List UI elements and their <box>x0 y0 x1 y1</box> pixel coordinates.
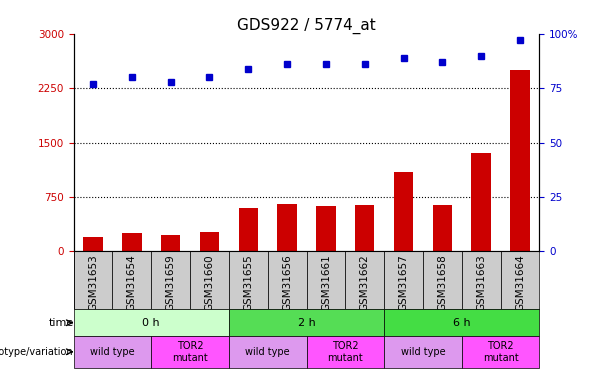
Title: GDS922 / 5774_at: GDS922 / 5774_at <box>237 18 376 34</box>
FancyBboxPatch shape <box>384 336 462 368</box>
Text: 6 h: 6 h <box>453 318 471 328</box>
Text: GSM31654: GSM31654 <box>127 254 137 311</box>
Bar <box>238 208 258 251</box>
FancyBboxPatch shape <box>306 336 384 368</box>
Text: GSM31661: GSM31661 <box>321 254 331 311</box>
Text: GSM31660: GSM31660 <box>205 254 215 311</box>
FancyBboxPatch shape <box>345 251 384 309</box>
Text: wild type: wild type <box>401 347 445 357</box>
Bar <box>122 232 142 251</box>
FancyBboxPatch shape <box>74 251 112 309</box>
FancyBboxPatch shape <box>501 251 539 309</box>
Text: TOR2
mutant: TOR2 mutant <box>172 341 208 363</box>
FancyBboxPatch shape <box>112 251 151 309</box>
FancyBboxPatch shape <box>190 251 229 309</box>
Text: GSM31662: GSM31662 <box>360 254 370 311</box>
FancyBboxPatch shape <box>74 336 151 368</box>
Text: GSM31655: GSM31655 <box>243 254 253 311</box>
Text: GSM31659: GSM31659 <box>166 254 175 311</box>
FancyBboxPatch shape <box>384 309 539 336</box>
FancyBboxPatch shape <box>268 251 306 309</box>
Text: TOR2
mutant: TOR2 mutant <box>483 341 519 363</box>
FancyBboxPatch shape <box>306 251 345 309</box>
Text: GSM31664: GSM31664 <box>515 254 525 311</box>
Text: wild type: wild type <box>90 347 135 357</box>
FancyBboxPatch shape <box>229 251 268 309</box>
Text: 2 h: 2 h <box>298 318 315 328</box>
Text: wild type: wild type <box>245 347 290 357</box>
Text: TOR2
mutant: TOR2 mutant <box>327 341 363 363</box>
Bar <box>510 70 530 251</box>
Text: genotype/variation: genotype/variation <box>0 347 74 357</box>
Text: 0 h: 0 h <box>142 318 160 328</box>
Bar <box>200 232 219 251</box>
FancyBboxPatch shape <box>229 336 306 368</box>
Bar <box>83 237 103 251</box>
Text: time: time <box>48 318 74 328</box>
FancyBboxPatch shape <box>74 309 229 336</box>
FancyBboxPatch shape <box>462 336 539 368</box>
FancyBboxPatch shape <box>423 251 462 309</box>
Text: GSM31657: GSM31657 <box>398 254 408 311</box>
FancyBboxPatch shape <box>229 309 384 336</box>
Bar <box>278 204 297 251</box>
FancyBboxPatch shape <box>462 251 501 309</box>
Bar <box>355 205 375 251</box>
Text: GSM31656: GSM31656 <box>282 254 292 311</box>
Bar <box>316 206 336 251</box>
Text: GSM31658: GSM31658 <box>438 254 447 311</box>
Bar <box>394 172 413 251</box>
FancyBboxPatch shape <box>151 251 190 309</box>
Bar <box>471 153 491 251</box>
FancyBboxPatch shape <box>151 336 229 368</box>
Bar <box>161 235 180 251</box>
FancyBboxPatch shape <box>384 251 423 309</box>
Text: GSM31653: GSM31653 <box>88 254 98 311</box>
Text: GSM31663: GSM31663 <box>476 254 486 311</box>
Bar <box>433 205 452 251</box>
